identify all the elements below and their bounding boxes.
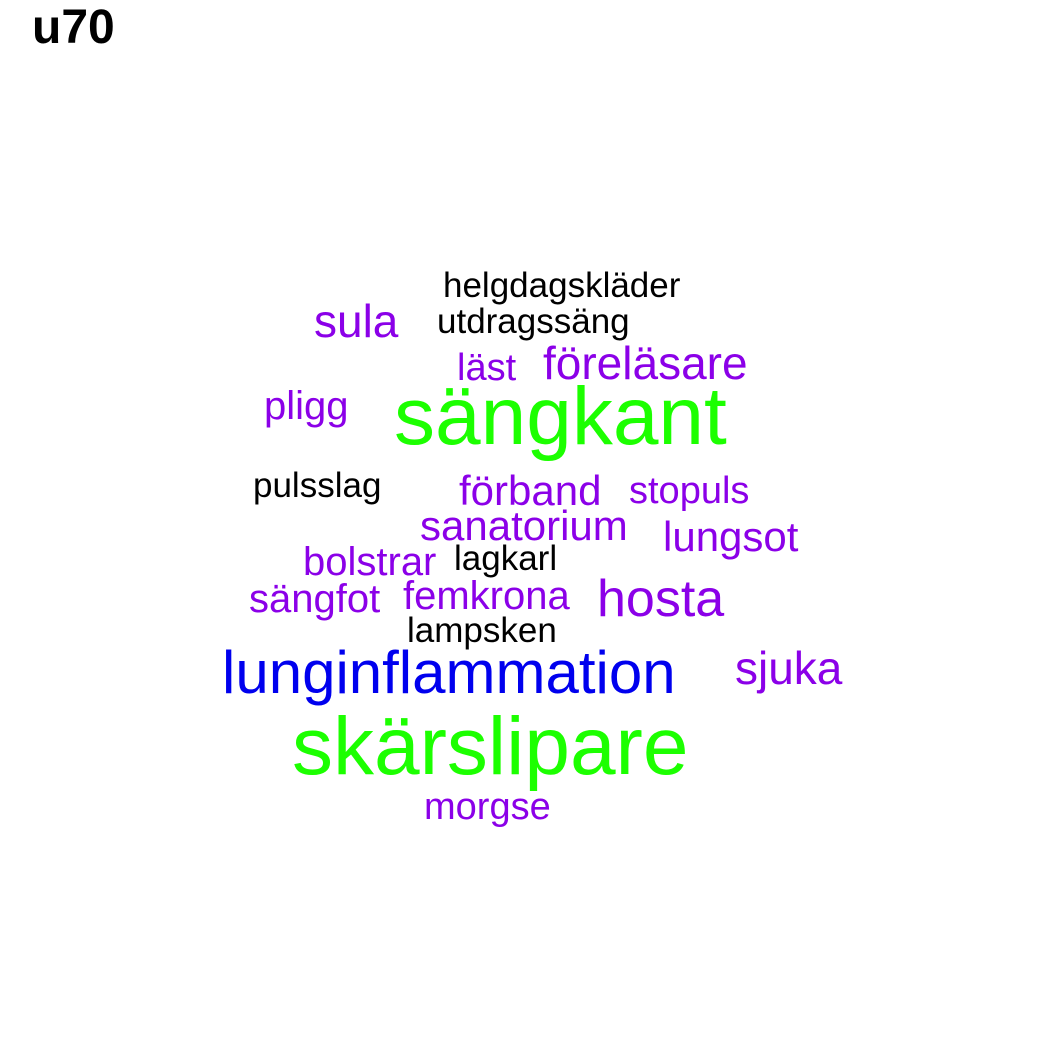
word-5: pligg (264, 384, 349, 428)
word-8: förband (459, 467, 602, 514)
word-7: pulsslag (253, 466, 382, 505)
word-1: utdragssäng (437, 302, 630, 341)
word-20: skärslipare (292, 701, 689, 792)
word-18: lunginflammation (222, 639, 676, 706)
word-21: morgse (424, 786, 551, 828)
word-6: sängkant (394, 371, 727, 462)
word-11: lungsot (663, 513, 799, 560)
word-0: helgdagskläder (443, 266, 681, 305)
page-title: u70 (32, 1, 115, 54)
word-14: sängfot (249, 577, 381, 621)
word-17: lampsken (407, 611, 557, 650)
word-19: sjuka (735, 642, 843, 694)
word-16: hosta (597, 570, 725, 628)
word-10: sanatorium (420, 502, 628, 549)
word-13: lagkarl (454, 539, 558, 578)
word-2: sula (314, 295, 399, 347)
word-3: läst (457, 347, 517, 389)
word-15: femkrona (403, 574, 570, 618)
word-12: bolstrar (303, 540, 437, 584)
word-4: föreläsare (543, 337, 748, 389)
word-9: stopuls (629, 470, 750, 512)
